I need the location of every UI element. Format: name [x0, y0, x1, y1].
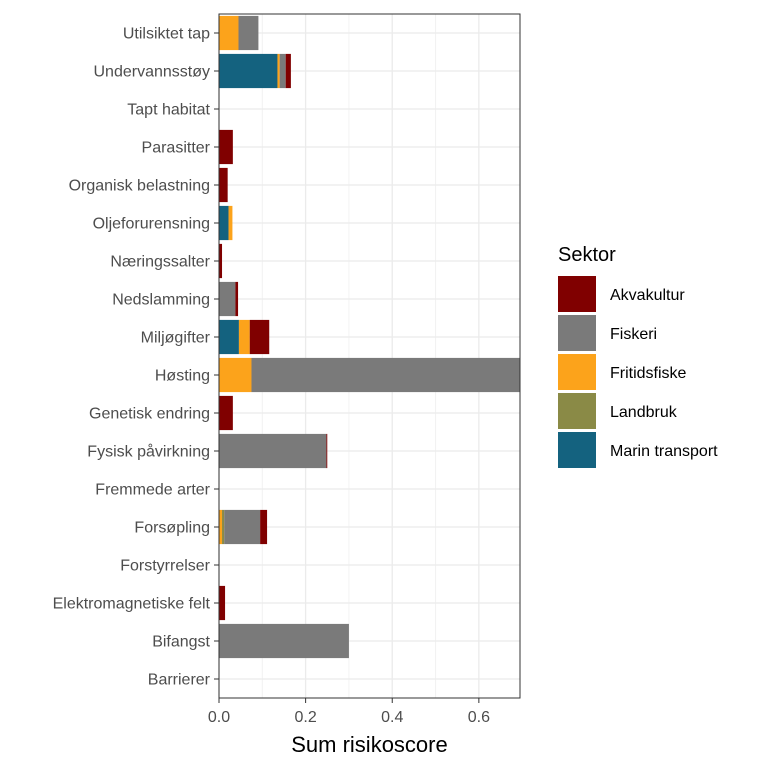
- bar-undervannsstoy-akvakultur: [285, 53, 291, 89]
- panel-border: [218, 13, 521, 699]
- bar-hosting-fritidsfiske: [219, 357, 252, 393]
- y-tick-label-undervannsstoy: Undervannsstøy: [94, 64, 211, 81]
- x-tick-label: 0.2: [294, 709, 316, 726]
- y-tick-label-nedslamming: Nedslamming: [112, 292, 210, 309]
- bar-nedslamming-akvakultur: [235, 281, 239, 317]
- x-tick-label: 0.4: [381, 709, 403, 726]
- bar-forsopling-fiskeri: [224, 509, 261, 545]
- y-tick-label-tapt-habitat: Tapt habitat: [127, 102, 210, 119]
- bar-miljogifter-fritidsfiske: [238, 319, 250, 355]
- bar-oljeforurensning-fritidsfiske: [228, 205, 233, 241]
- legend-key-fritidsfiske: [558, 354, 596, 390]
- bar-oljeforurensning-marin-transport: [219, 205, 229, 241]
- bar-undervannsstoy-fiskeri: [279, 53, 286, 89]
- legend-key-landbruk: [558, 393, 596, 429]
- y-tick-label-forstyrrelser: Forstyrrelser: [120, 558, 210, 575]
- bar-fysisk-pavirkning-akvakultur: [326, 433, 328, 469]
- legend-label-fritidsfiske: Fritidsfiske: [610, 365, 687, 382]
- bar-forsopling-fritidsfiske: [219, 509, 223, 545]
- y-tick-label-organisk-belastning: Organisk belastning: [69, 178, 210, 195]
- axis-layer: Utilsiktet tap Undervannsstøy Tapt habitat…: [53, 26, 490, 727]
- bar-nedslamming-fiskeri: [219, 281, 236, 317]
- legend-label-landbruk: Landbruk: [610, 404, 678, 421]
- y-tick-label-oljeforurensning: Oljeforurensning: [93, 216, 210, 233]
- legend-key-akvakultur: [558, 276, 596, 312]
- bar-organisk-belastning-akvakultur: [219, 167, 228, 203]
- y-tick-label-elektromagnetiske-felt: Elektromagnetiske felt: [53, 596, 211, 613]
- bar-bifangst-fiskeri: [219, 623, 349, 659]
- bar-utilsiktet-tap-fritidsfiske: [219, 15, 239, 51]
- y-tick-label-genetisk-endring: Genetisk endring: [89, 406, 210, 423]
- bar-undervannsstoy-marin-transport: [219, 53, 278, 89]
- y-tick-label-hosting: Høsting: [155, 368, 210, 385]
- y-tick-label-miljogifter: Miljøgifter: [141, 330, 211, 347]
- bar-miljogifter-marin-transport: [219, 319, 239, 355]
- bar-parasitter-akvakultur: [219, 129, 233, 165]
- y-tick-label-utilsiktet-tap: Utilsiktet tap: [123, 26, 210, 43]
- y-tick-label-parasitter: Parasitter: [142, 140, 211, 157]
- legend-key-marin-transport: [558, 432, 596, 468]
- bar-genetisk-endring-akvakultur: [219, 395, 233, 431]
- y-tick-label-fremmede-arter: Fremmede arter: [95, 482, 210, 499]
- bar-forsopling-akvakultur: [260, 509, 268, 545]
- y-tick-label-fysisk-pavirkning: Fysisk påvirkning: [87, 443, 210, 461]
- bar-miljogifter-akvakultur: [249, 319, 270, 355]
- bar-forsopling-landbruk: [222, 509, 225, 545]
- y-tick-label-forsopling: Forsøpling: [134, 520, 210, 537]
- bar-naeringssalter-akvakultur: [219, 243, 223, 279]
- bar-fysisk-pavirkning-fiskeri: [219, 433, 327, 469]
- legend-label-fiskeri: Fiskeri: [610, 326, 657, 343]
- bar-utilsiktet-tap-fiskeri: [238, 15, 259, 51]
- x-tick-label: 0.0: [208, 709, 230, 726]
- legend: Sektor Akvakultur Fiskeri Fritidsfiske Land…: [558, 244, 718, 468]
- legend-label-akvakultur: Akvakultur: [610, 287, 685, 304]
- bar-hosting-fiskeri: [251, 357, 521, 393]
- bar-layer: [219, 15, 521, 659]
- legend-label-marin-transport: Marin transport: [610, 443, 718, 460]
- x-axis-title: Sum risikoscore: [291, 732, 447, 757]
- bar-elektromagnetiske-felt-akvakultur: [219, 585, 226, 621]
- plot-panel: [219, 14, 520, 698]
- legend-key-fiskeri: [558, 315, 596, 351]
- x-tick-label: 0.6: [468, 709, 490, 726]
- y-tick-label-bifangst: Bifangst: [152, 634, 210, 651]
- y-tick-label-naeringssalter: Næringssalter: [110, 254, 210, 271]
- y-tick-label-barrierer: Barrierer: [148, 672, 211, 689]
- bar-undervannsstoy-fritidsfiske: [277, 53, 280, 89]
- legend-title: Sektor: [558, 244, 616, 266]
- grid-layer: [218, 14, 520, 698]
